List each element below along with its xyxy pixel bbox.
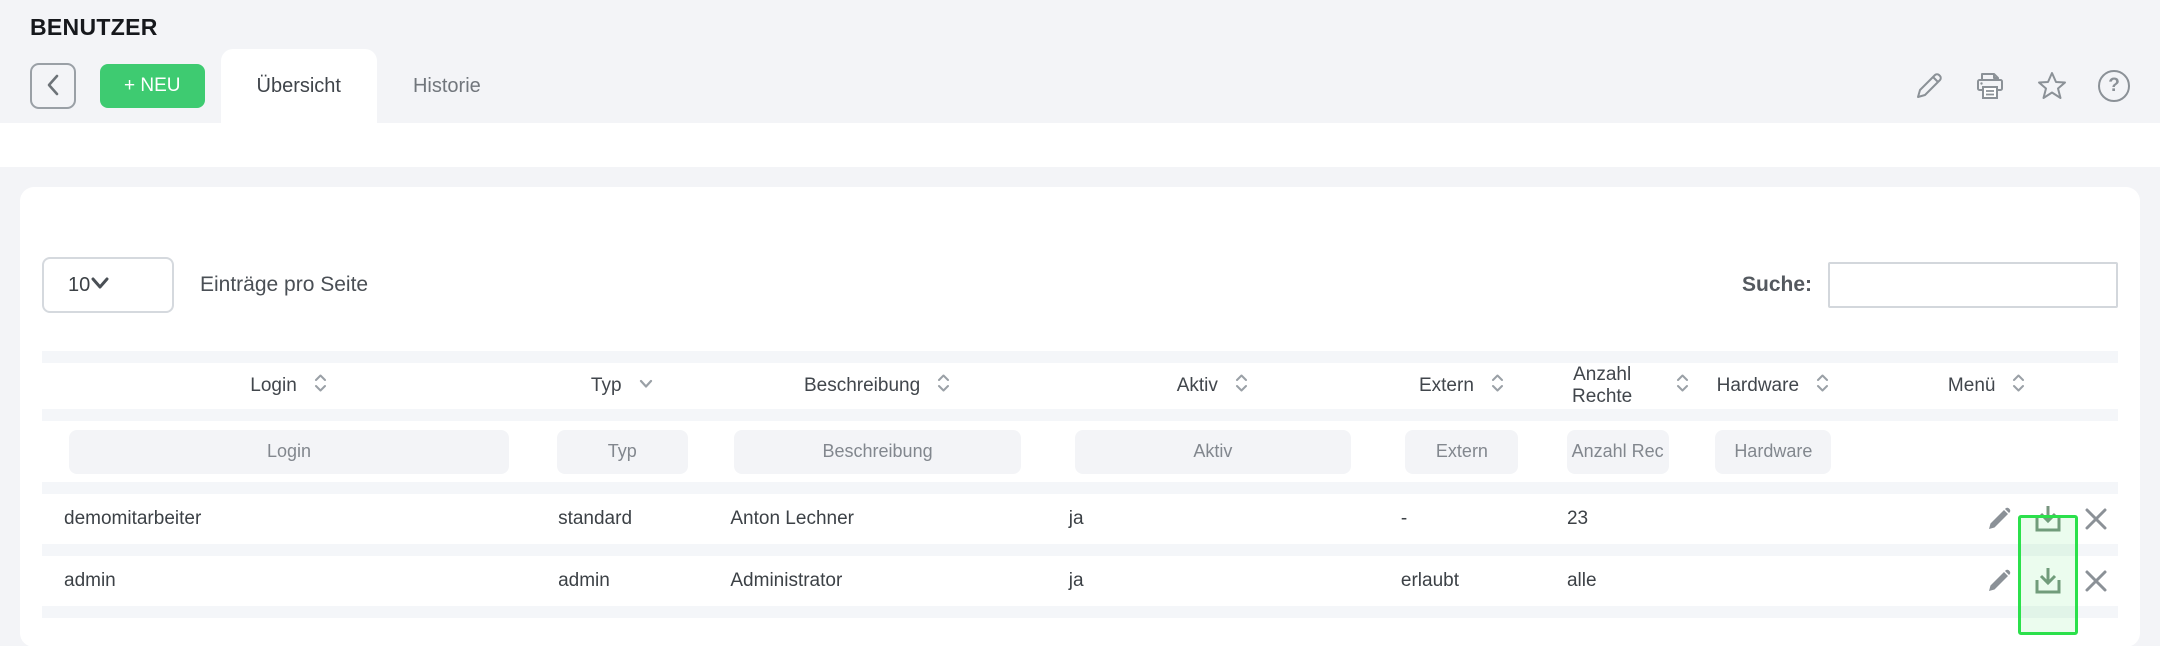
sort-icon[interactable] bbox=[1490, 372, 1505, 400]
filter-input-login[interactable] bbox=[69, 429, 509, 474]
chevron-down-icon bbox=[90, 276, 110, 295]
filter-input-typ[interactable] bbox=[556, 429, 688, 474]
row-download-button[interactable] bbox=[2020, 556, 2076, 606]
sort-icon[interactable] bbox=[313, 372, 328, 400]
tab-content-band bbox=[0, 123, 2160, 167]
sort-icon[interactable] bbox=[2011, 372, 2026, 400]
table-row: admin admin Administrator ja erlaubt all… bbox=[42, 544, 2118, 612]
cell-menu bbox=[1856, 482, 2118, 550]
page-size-select[interactable]: 10 bbox=[42, 257, 174, 313]
chevron-left-icon bbox=[44, 73, 62, 100]
back-button[interactable] bbox=[30, 63, 76, 109]
sort-desc-icon[interactable] bbox=[638, 372, 654, 400]
filter-row bbox=[42, 409, 2118, 488]
content-area: 10 Einträge pro Seite Suche: Login Typ bbox=[0, 167, 2160, 646]
tab-historie[interactable]: Historie bbox=[412, 74, 481, 97]
column-header-typ[interactable]: Typ bbox=[536, 351, 709, 415]
print-icon[interactable] bbox=[1974, 70, 2006, 102]
column-header-login[interactable]: Login bbox=[42, 351, 537, 415]
column-header-menu[interactable]: Menü bbox=[1856, 351, 2118, 415]
search-input[interactable] bbox=[1828, 262, 2118, 308]
row-spacer bbox=[42, 606, 2118, 624]
sort-icon[interactable] bbox=[1815, 372, 1830, 400]
cell-extern: erlaubt bbox=[1378, 544, 1545, 612]
row-edit-button[interactable] bbox=[1984, 504, 2014, 534]
pencil-icon bbox=[1989, 507, 2011, 529]
row-edit-button[interactable] bbox=[1984, 566, 2014, 596]
download-icon bbox=[2035, 568, 2061, 594]
header-row: Login Typ Beschreibung Aktiv Extern Anza… bbox=[42, 351, 2118, 415]
filter-input-beschreibung[interactable] bbox=[733, 429, 1022, 474]
column-header-anzahl-rechte[interactable]: Anzahl Rechte bbox=[1544, 351, 1691, 415]
cell-anzahl-rechte: 23 bbox=[1544, 482, 1691, 550]
row-delete-button[interactable] bbox=[2082, 499, 2110, 539]
column-header-beschreibung[interactable]: Beschreibung bbox=[708, 351, 1047, 415]
filter-empty-cell bbox=[1856, 409, 2118, 488]
row-delete-button[interactable] bbox=[2082, 561, 2110, 601]
help-glyph: ? bbox=[2098, 70, 2130, 102]
entries-per-page-label: Einträge pro Seite bbox=[200, 273, 369, 296]
download-icon bbox=[2035, 506, 2061, 532]
cell-typ: admin bbox=[536, 544, 709, 612]
cell-typ: standard bbox=[536, 482, 709, 550]
sort-icon[interactable] bbox=[936, 372, 951, 400]
column-header-extern[interactable]: Extern bbox=[1378, 351, 1545, 415]
edit-icon[interactable] bbox=[1914, 71, 1944, 101]
column-header-aktiv[interactable]: Aktiv bbox=[1046, 351, 1379, 415]
cell-login: demomitarbeiter bbox=[42, 482, 537, 550]
page-title: BENUTZER bbox=[30, 14, 158, 40]
row-download-button[interactable] bbox=[2020, 494, 2076, 544]
cell-hardware bbox=[1690, 544, 1857, 612]
cell-extern: - bbox=[1378, 482, 1545, 550]
table-controls: 10 Einträge pro Seite Suche: bbox=[42, 257, 2118, 313]
column-header-hardware[interactable]: Hardware bbox=[1690, 351, 1857, 415]
cell-menu bbox=[1856, 544, 2118, 612]
tab-uebersicht[interactable]: Übersicht bbox=[220, 49, 377, 123]
tab-bar: Übersicht Historie bbox=[220, 49, 517, 123]
toolbar: + NEU Übersicht Historie ? bbox=[30, 49, 2130, 123]
cell-beschreibung: Administrator bbox=[708, 544, 1047, 612]
sort-icon[interactable] bbox=[1675, 372, 1690, 400]
sort-icon[interactable] bbox=[1234, 372, 1249, 400]
search-area: Suche: bbox=[1742, 262, 2118, 308]
new-button[interactable]: + NEU bbox=[100, 64, 205, 108]
users-table: Login Typ Beschreibung Aktiv Extern Anza… bbox=[42, 351, 2118, 624]
filter-input-aktiv[interactable] bbox=[1074, 429, 1351, 474]
cell-beschreibung: Anton Lechner bbox=[708, 482, 1047, 550]
favorite-icon[interactable] bbox=[2036, 70, 2068, 102]
filter-input-extern[interactable] bbox=[1405, 429, 1519, 474]
close-icon bbox=[2085, 570, 2107, 592]
top-bar: BENUTZER + NEU Übersicht Historie ? bbox=[0, 0, 2160, 123]
cell-hardware bbox=[1690, 482, 1857, 550]
cell-aktiv: ja bbox=[1046, 544, 1379, 612]
table-row: demomitarbeiter standard Anton Lechner j… bbox=[42, 482, 2118, 550]
help-icon[interactable]: ? bbox=[2098, 70, 2130, 102]
close-icon bbox=[2085, 508, 2107, 530]
filter-input-hardware[interactable] bbox=[1715, 429, 1832, 474]
toolbar-actions: ? bbox=[1914, 70, 2130, 102]
cell-aktiv: ja bbox=[1046, 482, 1379, 550]
filter-input-anzahl-rechte[interactable] bbox=[1566, 429, 1669, 474]
cell-anzahl-rechte: alle bbox=[1544, 544, 1691, 612]
pencil-icon bbox=[1989, 569, 2011, 591]
cell-login: admin bbox=[42, 544, 537, 612]
page-size-value: 10 bbox=[68, 273, 91, 296]
table-card: 10 Einträge pro Seite Suche: Login Typ bbox=[20, 187, 2140, 646]
search-label: Suche: bbox=[1741, 273, 1812, 296]
